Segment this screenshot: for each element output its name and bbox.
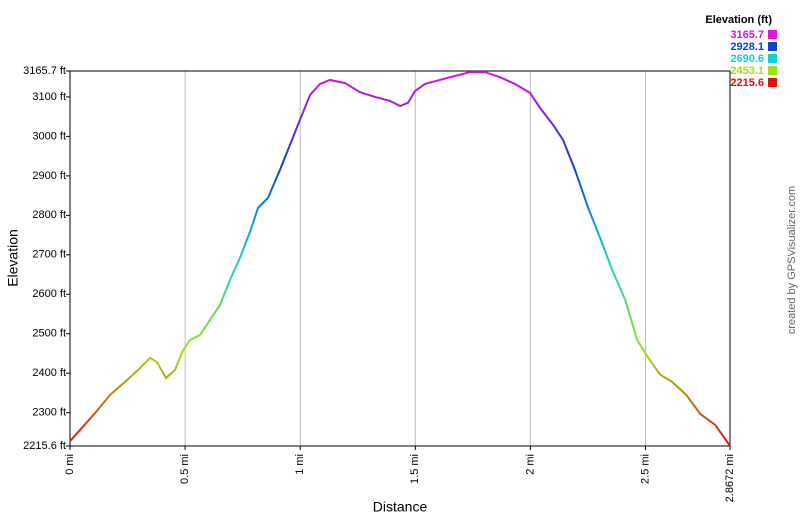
legend-value: 3165.7: [730, 29, 764, 41]
credit: created by GPSVisualizer.com: [786, 186, 798, 334]
elevation-line: [69, 71, 731, 447]
legend-value: 2928.1: [730, 41, 764, 53]
y-tick-label: 3000 ft: [32, 130, 66, 142]
legend-value: 2215.6: [730, 77, 764, 89]
y-tick-label: 3165.7 ft: [23, 65, 66, 77]
legend-swatch: [768, 42, 777, 51]
plot-frame: [69, 70, 731, 447]
y-tick-label: 2600 ft: [32, 288, 66, 300]
x-tick-label: 0 mi: [64, 454, 76, 475]
y-axis-title: Elevation: [5, 229, 21, 287]
y-tick-label: 3100 ft: [32, 91, 66, 103]
y-tick-label: 2800 ft: [32, 209, 66, 221]
legend-value: 2690.6: [730, 53, 764, 65]
legend-swatch: [768, 54, 777, 63]
y-tick-label: 2400 ft: [32, 367, 66, 379]
x-tick-label: 2.8672 mi: [724, 454, 736, 502]
legend-swatch: [768, 78, 777, 87]
y-tick-label: 2300 ft: [32, 407, 66, 419]
x-tick-label: 2 mi: [524, 454, 536, 475]
legend-swatch: [768, 30, 777, 39]
x-tick-label: 0.5 mi: [179, 454, 191, 484]
legend-swatch: [768, 66, 777, 75]
y-tick-label: 2900 ft: [32, 170, 66, 182]
x-tick-label: 2.5 mi: [639, 454, 651, 484]
x-axis-title: Distance: [373, 499, 428, 515]
x-tick-label: 1 mi: [294, 454, 306, 475]
x-tick-label: 1.5 mi: [409, 454, 421, 484]
legend-title: Elevation (ft): [705, 14, 772, 26]
y-tick-label: 2500 ft: [32, 328, 66, 340]
y-tick-label: 2215.6 ft: [23, 440, 66, 452]
y-tick-label: 2700 ft: [32, 249, 66, 261]
legend-value: 2453.1: [730, 65, 764, 77]
